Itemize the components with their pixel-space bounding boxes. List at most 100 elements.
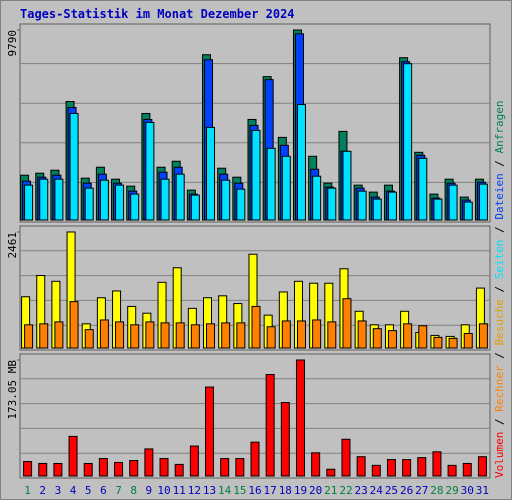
x-tick-label: 8 <box>130 484 137 497</box>
bar <box>205 386 215 477</box>
bar <box>39 323 49 349</box>
x-tick-label: 1 <box>24 484 31 497</box>
x-tick-label: 5 <box>85 484 92 497</box>
x-tick-label: 13 <box>203 484 216 497</box>
bar <box>160 322 170 349</box>
bar <box>266 326 276 349</box>
bar <box>418 325 428 349</box>
bar <box>280 402 290 477</box>
bar <box>206 323 216 349</box>
bar <box>357 190 367 221</box>
bar <box>448 337 458 349</box>
legend-entry: Anfragen <box>493 100 506 153</box>
bar <box>130 324 140 349</box>
bar <box>24 324 34 349</box>
bar <box>327 187 337 221</box>
x-tick-label: 23 <box>355 484 368 497</box>
bar <box>130 193 140 221</box>
bar <box>448 184 458 221</box>
bar <box>265 374 275 477</box>
bar <box>115 184 125 221</box>
bar <box>417 457 427 477</box>
bar <box>463 332 473 349</box>
x-tick-label: 25 <box>385 484 398 497</box>
legend-separator: / <box>493 346 506 366</box>
x-tick-label: 29 <box>445 484 458 497</box>
bar <box>478 183 488 221</box>
bar <box>190 324 200 349</box>
bar <box>403 323 413 349</box>
x-tick-label: 20 <box>309 484 322 497</box>
bar <box>145 121 155 221</box>
bar <box>23 461 33 477</box>
bar <box>129 460 139 477</box>
bar <box>432 451 442 477</box>
legend-entry: Rechner <box>493 365 506 412</box>
y-max-label: 9790 <box>6 30 19 57</box>
x-tick-label: 10 <box>157 484 170 497</box>
bar <box>266 147 276 221</box>
legend-separator: / <box>493 220 506 240</box>
bar <box>281 155 291 221</box>
bar <box>341 438 351 477</box>
bar <box>144 448 154 477</box>
bar <box>371 464 381 477</box>
bar <box>477 456 487 477</box>
bar <box>478 323 488 349</box>
bar <box>418 157 428 221</box>
bar <box>372 328 382 349</box>
bar <box>402 459 412 477</box>
x-tick-label: 6 <box>100 484 107 497</box>
x-tick-label: 7 <box>115 484 122 497</box>
x-tick-label: 3 <box>55 484 62 497</box>
y-max-label: 2461 <box>6 232 19 259</box>
bar <box>327 321 337 349</box>
x-tick-label: 12 <box>188 484 201 497</box>
bar <box>39 178 49 221</box>
bar <box>387 191 397 221</box>
bar <box>54 321 64 349</box>
bar <box>251 129 261 221</box>
x-tick-label: 21 <box>324 484 337 497</box>
bar <box>99 179 109 221</box>
bar <box>159 458 169 477</box>
x-tick-label: 11 <box>173 484 186 497</box>
bar <box>221 322 231 349</box>
x-tick-label: 16 <box>248 484 261 497</box>
x-tick-label: 2 <box>39 484 46 497</box>
x-tick-label: 17 <box>264 484 277 497</box>
bar <box>69 112 79 221</box>
bar <box>84 187 94 221</box>
legend-entry: Volumen <box>493 432 506 478</box>
x-tick-label: 22 <box>339 484 352 497</box>
bar <box>312 319 322 349</box>
y-max-label: 173.05 MB <box>6 360 19 420</box>
bar <box>84 329 94 349</box>
bar <box>403 63 413 221</box>
bar <box>235 458 245 477</box>
legend-entry: Seiten <box>493 240 506 280</box>
bar <box>83 462 93 477</box>
legend-entry: Dateien <box>493 173 506 219</box>
legend: Volumen / Rechner / Besuche / Seiten / D… <box>493 100 506 478</box>
legend-entry: Besuche <box>493 299 506 345</box>
x-tick-label: 30 <box>461 484 474 497</box>
bar <box>220 458 230 477</box>
bar <box>38 462 48 477</box>
x-tick-label: 24 <box>370 484 384 497</box>
bar <box>115 321 125 349</box>
bar <box>190 194 200 221</box>
bar <box>236 188 246 221</box>
bar <box>433 336 443 349</box>
chart-title: Tages-Statistik im Monat Dezember 2024 <box>20 7 295 21</box>
bar <box>356 456 366 477</box>
bar <box>189 445 199 477</box>
x-tick-label: 26 <box>400 484 413 497</box>
bar <box>24 184 34 221</box>
bar <box>175 173 185 221</box>
bar <box>295 359 305 477</box>
bar <box>433 198 443 221</box>
x-tick-label: 4 <box>70 484 77 497</box>
bar <box>357 320 367 349</box>
